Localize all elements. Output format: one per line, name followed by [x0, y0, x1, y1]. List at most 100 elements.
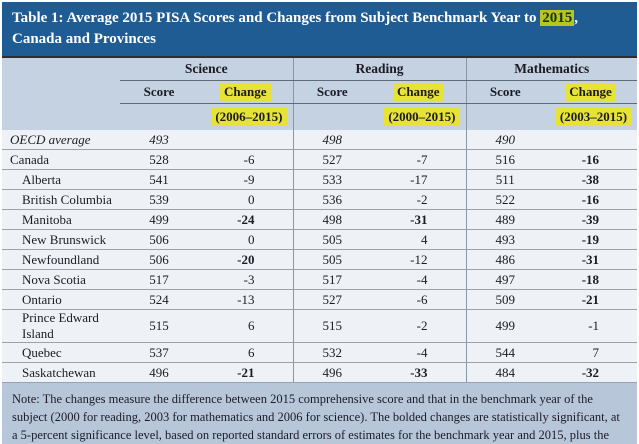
column-header-reading: Reading	[293, 58, 467, 82]
title-year-highlight: 2015	[540, 10, 575, 26]
change-cell: -21	[544, 289, 638, 311]
science-period-header: (2006–2015)	[198, 103, 294, 131]
score-cell: 509	[466, 289, 545, 311]
row-label-header	[2, 58, 120, 81]
score-cell: 505	[293, 229, 371, 251]
score-cell: 496	[120, 362, 198, 384]
score-cell: 527	[293, 149, 371, 171]
score-cell: 511	[466, 169, 545, 191]
score-cell: 528	[120, 149, 198, 171]
change-cell: -12	[371, 249, 467, 271]
change-cell: -2	[371, 189, 467, 211]
score-cell: 498	[293, 130, 371, 151]
change-cell: 6	[198, 342, 294, 364]
math-score-header: Score	[466, 80, 545, 105]
change-cell	[371, 130, 467, 151]
highlight: (2003–2015)	[555, 108, 632, 127]
table-row: Nova Scotia 517 -3 517 -4 497 -18	[2, 269, 638, 291]
notes-section: Note: The changes measure the difference…	[2, 383, 637, 444]
change-cell: -2	[371, 309, 467, 344]
table-row: OECD average 493 498 490	[2, 130, 638, 151]
change-cell: 0	[198, 189, 294, 211]
row-label: Newfoundland	[2, 249, 120, 271]
change-cell: -24	[198, 209, 294, 231]
table-row: Prince Edward Island 515 6 515 -2 499 -1	[2, 309, 638, 344]
change-cell: -31	[371, 209, 467, 231]
score-cell: 486	[466, 249, 545, 271]
math-change-header: Change	[544, 80, 638, 105]
score-cell: 506	[120, 229, 198, 251]
score-cell: 539	[120, 189, 198, 211]
score-cell: 499	[120, 209, 198, 231]
change-cell: -3	[198, 269, 294, 291]
change-cell: -4	[371, 269, 467, 291]
change-cell: -9	[198, 169, 294, 191]
change-cell: -32	[544, 362, 638, 384]
score-cell: 537	[120, 342, 198, 364]
change-cell: -13	[198, 289, 294, 311]
title-text: Table 1: Average 2015 PISA Scores and Ch…	[12, 10, 541, 26]
change-cell: -21	[198, 362, 294, 384]
row-label: Manitoba	[2, 209, 120, 231]
score-cell: 506	[120, 249, 198, 271]
change-cell: -6	[198, 149, 294, 171]
score-cell: 484	[466, 362, 545, 384]
table-row: Ontario 524 -13 527 -6 509 -21	[2, 289, 638, 311]
change-cell: 6	[198, 309, 294, 344]
change-cell: -4	[371, 342, 467, 364]
change-cell: -6	[371, 289, 467, 311]
change-cell: -17	[371, 169, 467, 191]
row-label: OECD average	[2, 130, 120, 151]
score-cell: 536	[293, 189, 371, 211]
score-cell: 533	[293, 169, 371, 191]
score-cell: 532	[293, 342, 371, 364]
science-score-header: Score	[120, 80, 198, 105]
reading-score-header: Score	[293, 80, 371, 105]
note-text: Note: The changes measure the difference…	[12, 392, 620, 442]
score-cell: 496	[293, 362, 371, 384]
change-cell: 7	[544, 342, 638, 364]
table-row: British Columbia 539 0 536 -2 522 -16	[2, 189, 638, 211]
score-cell: 517	[293, 269, 371, 291]
change-cell: -16	[544, 189, 638, 211]
reading-period-header: (2000–2015)	[371, 103, 467, 131]
score-cell: 505	[293, 249, 371, 271]
title-suffix: , Canada and Provinces	[12, 10, 578, 47]
period-header-row: (2006–2015) (2000–2015) (2003–2015)	[2, 103, 638, 131]
score-cell: 493	[466, 229, 545, 251]
highlight: (2006–2015)	[211, 108, 287, 127]
row-label: Quebec	[2, 342, 120, 364]
table-row: Saskatchewan 496 -21 496 -33 484 -32	[2, 362, 638, 384]
change-cell: -7	[371, 149, 467, 171]
row-label: Nova Scotia	[2, 269, 120, 291]
table-body: OECD average 493 498 490 Canada 528 -6 527 -7 516…	[2, 130, 638, 384]
score-cell: 498	[293, 209, 371, 231]
table-row: New Brunswick 506 0 505 4 493 -19	[2, 229, 638, 251]
change-cell: -16	[544, 149, 638, 171]
score-cell: 517	[120, 269, 198, 291]
score-cell: 527	[293, 289, 371, 311]
change-cell: 0	[198, 229, 294, 251]
highlight: Change	[219, 83, 271, 102]
change-cell: -38	[544, 169, 638, 191]
table-row: Canada 528 -6 527 -7 516 -16	[2, 149, 638, 171]
reading-change-header: Change	[371, 80, 467, 105]
change-cell	[544, 130, 638, 151]
row-label: Ontario	[2, 289, 120, 311]
score-cell: 524	[120, 289, 198, 311]
row-label: British Columbia	[2, 189, 120, 211]
row-label: Alberta	[2, 169, 120, 191]
subject-header-row: Science Reading Mathematics	[2, 58, 638, 82]
score-cell: 490	[466, 130, 545, 151]
score-cell: 493	[120, 130, 198, 151]
table-row: Alberta 541 -9 533 -17 511 -38	[2, 169, 638, 191]
score-change-header-row: Score Change Score Change Score Change	[2, 80, 638, 105]
score-cell: 541	[120, 169, 198, 191]
highlight: (2000–2015)	[384, 108, 460, 127]
math-period-header: (2003–2015)	[544, 103, 638, 131]
score-cell: 516	[466, 149, 545, 171]
science-change-header: Change	[198, 80, 294, 105]
table-title: Table 1: Average 2015 PISA Scores and Ch…	[2, 2, 637, 59]
change-cell: -20	[198, 249, 294, 271]
